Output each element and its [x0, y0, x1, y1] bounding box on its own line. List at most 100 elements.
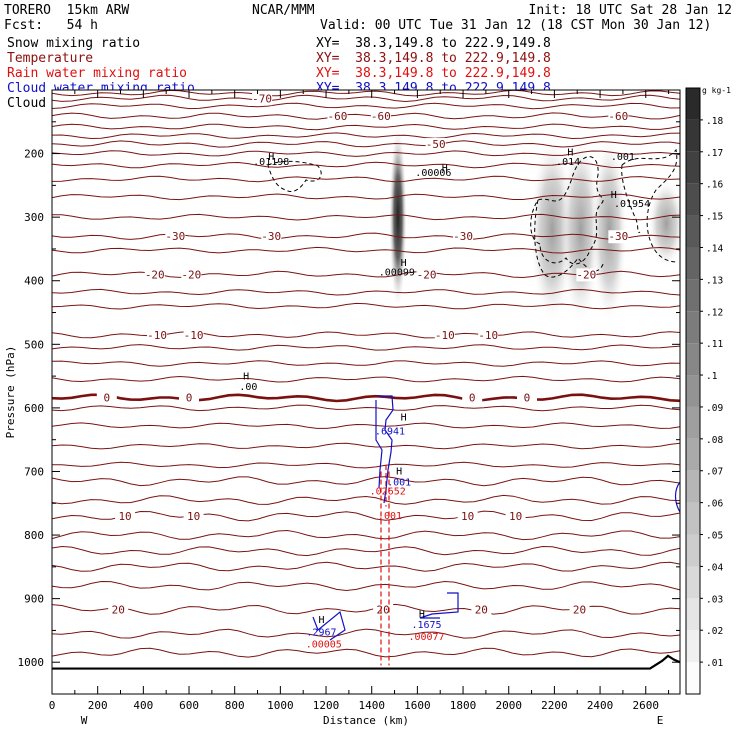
x-tick-label: 600 — [179, 699, 199, 712]
y-tick-label: 700 — [24, 465, 44, 478]
y-tick-label: 200 — [24, 148, 44, 161]
colorbar-tick-label: .02 — [706, 626, 723, 637]
colorbar-segment — [686, 438, 700, 471]
isotherm-line — [51, 442, 681, 450]
maximum-value-label: .00 — [239, 382, 257, 393]
isotherm-line — [51, 628, 681, 639]
isotherm-label: 0 — [103, 392, 110, 405]
isotherm-label: -20 — [576, 268, 596, 281]
maximum-value-label: .01198 — [253, 157, 289, 168]
maximum-marker: H — [318, 615, 324, 626]
isotherm-label: 20 — [377, 603, 390, 616]
isotherm-label: 20 — [475, 603, 488, 616]
isotherm-label: -30 — [261, 230, 281, 243]
colorbar-segment — [686, 311, 700, 344]
colorbar-tick-label: .11 — [706, 339, 723, 350]
x-tick-label: 0 — [49, 699, 56, 712]
maximum-value-label: .014 — [556, 157, 580, 168]
isotherm-label: 20 — [573, 603, 586, 616]
isotherm-line — [51, 494, 681, 505]
cloud-ice-contour-5 — [267, 160, 322, 193]
colorbar-tick-label: .05 — [706, 531, 723, 542]
maximum-value-label: .2967 — [306, 628, 336, 639]
isotherm-line — [51, 246, 681, 254]
isotherm-label: -60 — [608, 110, 628, 123]
x-tick-label: 800 — [225, 699, 245, 712]
field-label-1: Snow mixing ratio — [7, 36, 141, 51]
snow-shading-2 — [530, 134, 575, 325]
colorbar-tick-label: .12 — [706, 307, 723, 318]
isotherm--70 — [51, 94, 681, 103]
maximum-marker: H — [442, 163, 448, 174]
x-tick-label: 1800 — [450, 699, 477, 712]
field-label-2: Temperature — [7, 51, 94, 66]
maximum-marker: H — [243, 371, 249, 382]
isotherm-line — [51, 545, 681, 557]
cloud-water-contour-5 — [674, 481, 681, 513]
colorbar-segment — [686, 119, 700, 152]
maximum-value-label: .00077 — [408, 632, 444, 643]
isotherm-0 — [51, 393, 681, 403]
colorbar-tick-label: .09 — [706, 403, 723, 414]
y-tick-label: 300 — [24, 211, 44, 224]
y-tick-label: 800 — [24, 529, 44, 542]
colorbar-segment — [686, 566, 700, 599]
isotherm-line — [51, 561, 681, 572]
isotherm-label: -10 — [435, 329, 455, 342]
y-tick-label: 1000 — [18, 656, 45, 669]
y-tick-label: 500 — [24, 338, 44, 351]
field-xy-1: XY= 38.3,149.8 to 222.9,149.8 — [316, 36, 551, 51]
colorbar: .01 .02 .03 .04 .05 .06 .07 .08 .09 .1 .11 .12 .13 .1… — [685, 86, 731, 695]
snow-shading-1 — [388, 125, 407, 310]
colorbar-tick-label: .16 — [706, 180, 723, 191]
isotherm--50 — [51, 140, 681, 148]
isotherm-line — [51, 89, 681, 97]
isotherm-label: 0 — [469, 392, 476, 405]
isotherm-label: 0 — [524, 392, 531, 405]
isotherm-line — [51, 404, 681, 412]
colorbar-segment — [686, 662, 700, 694]
colorbar-segment — [686, 470, 700, 503]
plot-frame — [51, 89, 681, 695]
x-tick-label: 1000 — [267, 699, 294, 712]
colorbar-tick-label: .14 — [706, 243, 723, 254]
isotherm-line — [51, 422, 681, 429]
field-xy-3: XY= 38.3,149.8 to 222.9,149.8 — [316, 66, 551, 81]
snow-shading-5 — [648, 178, 685, 269]
maximum-value-label: .001 — [387, 477, 411, 488]
colorbar-tick-label: .01 — [706, 658, 723, 669]
west-end-label: W — [81, 714, 88, 727]
field-xy-2: XY= 38.3,149.8 to 222.9,149.8 — [316, 51, 551, 66]
cloud-water-contour-1 — [378, 395, 394, 504]
isotherm-label: -30 — [608, 230, 628, 243]
cloud-water-contour-4 — [312, 610, 346, 641]
isotherm-line — [51, 123, 681, 131]
isotherm-label: -20 — [417, 268, 437, 281]
cloud-water-contour-3 — [419, 592, 459, 619]
isotherm-line — [51, 360, 681, 367]
isotherm-line — [51, 132, 681, 140]
colorbar-tick-label: .08 — [706, 435, 723, 446]
isotherm-line — [52, 213, 681, 221]
isotherm-line — [51, 150, 681, 157]
isotherm-label: -20 — [181, 268, 201, 281]
temperature-contours: -70 -60 -60 -60 -50 -30 -30 -30 -30 -20 -20 -20 -20 -… — [51, 89, 681, 658]
valid-label: Valid: 00 UTC Tue 31 Jan 12 (18 CST Mon … — [320, 18, 712, 33]
forecast-label: Fcst: 54 h — [4, 18, 98, 33]
isotherm-label: -60 — [371, 110, 391, 123]
y-axis-label: Pressure (hPa) — [4, 346, 17, 439]
isotherm-10 — [51, 510, 681, 522]
colorbar-frame — [685, 87, 701, 695]
x-tick-label: 2200 — [541, 699, 568, 712]
x-tick-label: 1400 — [358, 699, 385, 712]
y-tick-label: 900 — [24, 593, 44, 606]
isotherm-label: -50 — [426, 138, 446, 151]
colorbar-segment — [686, 279, 700, 312]
isotherm--30 — [51, 232, 681, 240]
maximum-marker: H — [401, 258, 407, 269]
colorbar-segment — [686, 598, 700, 631]
maximum-value-label: .001 — [378, 511, 402, 522]
isotherm-label: 10 — [509, 510, 522, 523]
colorbar-tick-label: .04 — [706, 562, 723, 573]
